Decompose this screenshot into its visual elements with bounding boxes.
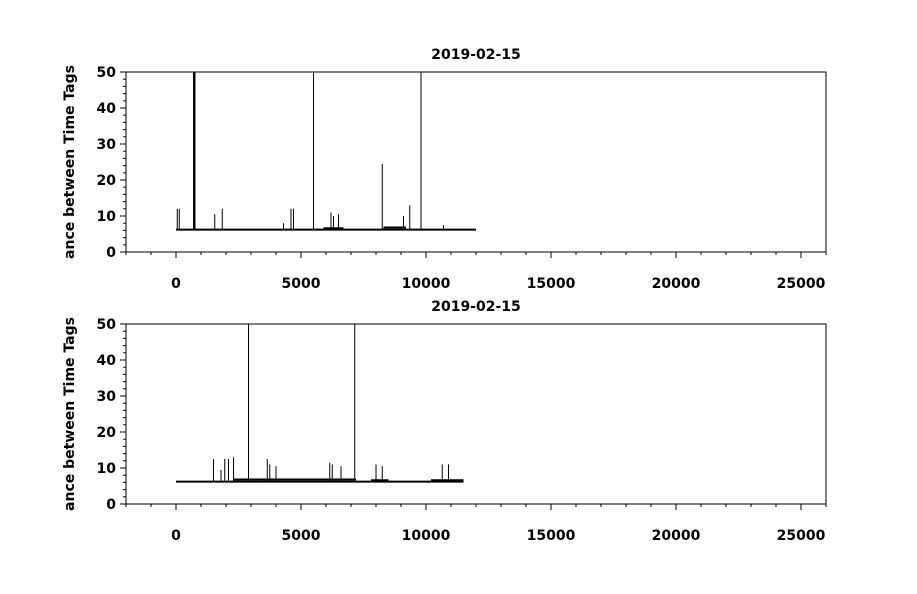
x-tick-label: 15000: [527, 276, 576, 292]
y-tick-label: 30: [97, 137, 117, 153]
plot-1: 2019-02-15 ance between Time Tags 0 10 20 30 4…: [62, 47, 827, 292]
x-tick-label: 0: [171, 276, 181, 292]
x-tick-label: 5000: [282, 276, 321, 292]
y-tick-label: 40: [97, 101, 117, 117]
plot-2: 2019-02-15 ance between Time Tags 0 10 20 30 4…: [62, 299, 827, 544]
x-tick-label: 10000: [402, 528, 451, 544]
y-tick-label: 0: [106, 245, 116, 261]
chart-title: 2019-02-15: [431, 47, 521, 63]
y-tick-label: 50: [97, 65, 117, 81]
x-tick-label: 15000: [527, 528, 576, 544]
plot-frame: [125, 71, 827, 253]
y-tick-label: 20: [97, 173, 117, 189]
y-tick-label: 50: [97, 317, 117, 333]
y-tick-label: 10: [97, 461, 117, 477]
plot-frame: [125, 323, 827, 505]
y-tick-label: 20: [97, 425, 117, 441]
y-tick-label: 10: [97, 209, 117, 225]
x-tick-label: 20000: [652, 528, 701, 544]
x-tick-label: 5000: [282, 528, 321, 544]
x-tick-label: 0: [171, 528, 181, 544]
y-tick-label: 40: [97, 353, 117, 369]
y-tick-label: 30: [97, 389, 117, 405]
x-tick-label: 10000: [402, 276, 451, 292]
x-tick-label: 25000: [777, 276, 826, 292]
y-axis-label: ance between Time Tags: [62, 317, 78, 511]
y-axis-label: ance between Time Tags: [62, 65, 78, 259]
x-tick-label: 20000: [652, 276, 701, 292]
y-tick-label: 0: [106, 497, 116, 513]
x-tick-label: 25000: [777, 528, 826, 544]
chart-title: 2019-02-15: [431, 299, 521, 315]
